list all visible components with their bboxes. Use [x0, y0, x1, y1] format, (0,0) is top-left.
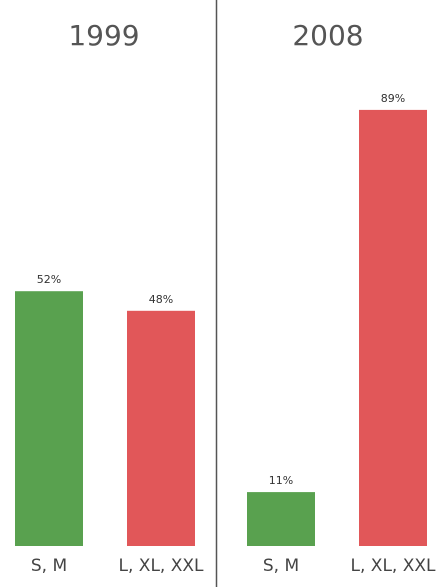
chart-title: 2008 — [292, 19, 363, 52]
bar — [247, 492, 315, 546]
chart-title: 1999 — [68, 19, 139, 52]
x-tick-label: L, XL, XXL — [351, 556, 436, 576]
x-tick-label: S, M — [31, 556, 67, 576]
value-label: 11% — [269, 474, 293, 487]
x-tick-label: S, M — [263, 556, 299, 576]
value-label: 52% — [37, 273, 61, 286]
bar — [127, 310, 195, 546]
bar — [359, 109, 427, 547]
value-label: 89% — [381, 92, 405, 105]
bar — [15, 291, 83, 546]
x-tick-label: L, XL, XXL — [119, 556, 204, 576]
value-label: 48% — [149, 293, 173, 306]
